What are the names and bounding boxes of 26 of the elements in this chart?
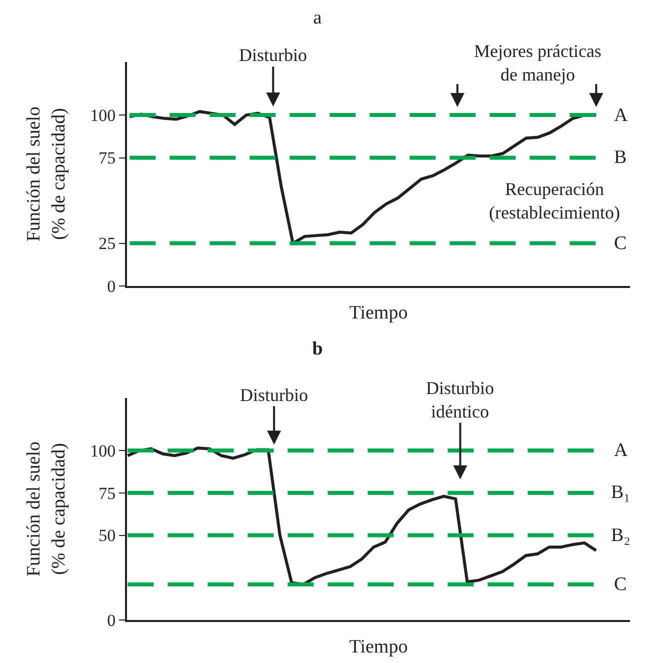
ref-line-label: B₁ (611, 482, 630, 503)
y-tick-label: 100 (90, 106, 116, 125)
ref-line-label: A (614, 105, 628, 126)
ref-line-label: B₂ (611, 525, 630, 546)
ref-line-label: C (614, 574, 627, 595)
annotation: Recuperación (restablecimiento) (489, 179, 620, 222)
y-axis-title: Función del suelo (% de capacidad) (24, 441, 70, 577)
y-tick-label: 75 (98, 484, 116, 503)
chart-title: b (312, 338, 323, 360)
y-tick-label: 50 (98, 526, 116, 546)
y-axis-title: Función del suelo (% de capacidad) (24, 106, 70, 242)
annotation: Disturbio (239, 45, 308, 65)
ref-line-label: C (614, 233, 627, 254)
y-tick-label: 100 (90, 441, 116, 460)
y-tick-label: 75 (98, 148, 116, 168)
x-axis-title: Tiempo (349, 636, 408, 658)
ref-line-label: A (614, 440, 628, 461)
annotation: Mejores prácticas de manejo (474, 41, 602, 84)
ref-line-label: B (614, 147, 627, 168)
chart-title: a (313, 8, 322, 29)
x-axis-title: Tiempo (349, 302, 408, 324)
y-tick-label: 0 (107, 610, 116, 630)
y-tick-label: 25 (98, 234, 116, 254)
y-tick-label: 0 (107, 276, 116, 296)
annotation: Disturbio (240, 385, 308, 405)
annotation: Disturbio idéntico (426, 378, 494, 422)
